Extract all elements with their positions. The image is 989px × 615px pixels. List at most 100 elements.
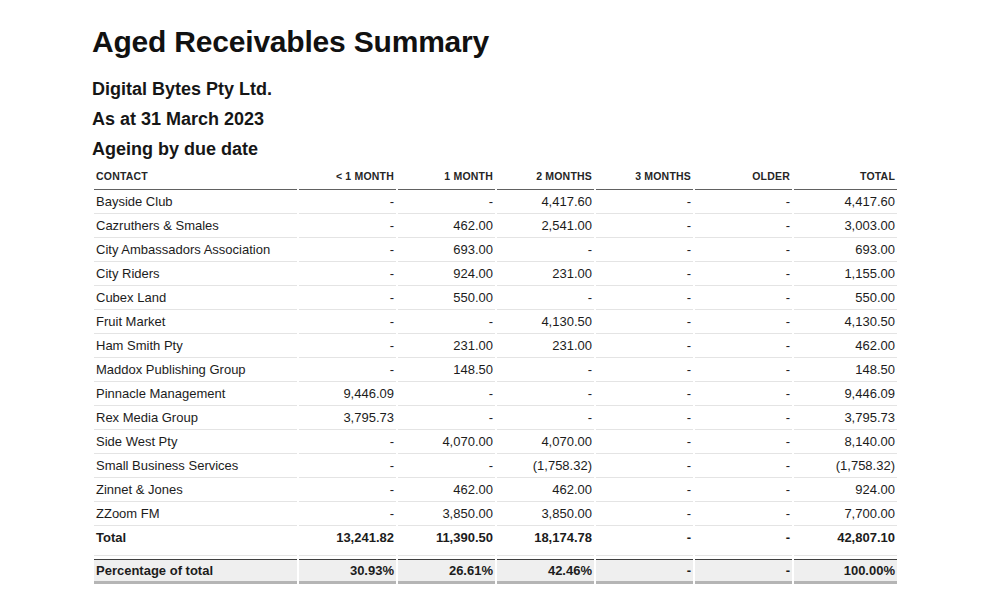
report-title: Aged Receivables Summary xyxy=(92,24,899,60)
amount-cell: 4,130.50 xyxy=(794,310,897,334)
amount-cell: 4,417.60 xyxy=(497,190,594,214)
total-label: Total xyxy=(94,526,297,549)
spacer-cell xyxy=(398,549,495,556)
amount-cell: 462.00 xyxy=(398,214,495,238)
amount-cell: - xyxy=(398,310,495,334)
spacer-cell xyxy=(94,549,297,556)
spacer-row xyxy=(94,549,897,556)
amount-cell: - xyxy=(695,286,792,310)
percentage-cell: 30.93% xyxy=(299,559,396,584)
amount-cell: 8,140.00 xyxy=(794,430,897,454)
table-row: Ham Smith Pty-231.00231.00--462.00 xyxy=(94,334,897,358)
amount-cell: - xyxy=(497,382,594,406)
percentage-cell: 100.00% xyxy=(794,559,897,584)
contact-name: Zinnet & Jones xyxy=(94,478,297,502)
contact-name: Cubex Land xyxy=(94,286,297,310)
contact-name: Cazruthers & Smales xyxy=(94,214,297,238)
amount-cell: 4,130.50 xyxy=(497,310,594,334)
amount-cell: 4,070.00 xyxy=(398,430,495,454)
amount-cell: 462.00 xyxy=(398,478,495,502)
amount-cell: 9,446.09 xyxy=(299,382,396,406)
amount-cell: - xyxy=(695,358,792,382)
amount-cell: - xyxy=(695,310,792,334)
amount-cell: 550.00 xyxy=(398,286,495,310)
column-header-total: TOTAL xyxy=(794,166,897,190)
amount-cell: - xyxy=(299,214,396,238)
column-header-3-months: 3 MONTHS xyxy=(596,166,693,190)
table-row: Fruit Market--4,130.50--4,130.50 xyxy=(94,310,897,334)
amount-cell: 9,446.09 xyxy=(794,382,897,406)
amount-cell: 550.00 xyxy=(794,286,897,310)
amount-cell: - xyxy=(596,238,693,262)
amount-cell: - xyxy=(596,358,693,382)
table-row: City Ambassadors Association-693.00---69… xyxy=(94,238,897,262)
contact-name: Side West Pty xyxy=(94,430,297,454)
total-amount-cell: - xyxy=(596,526,693,549)
company-name: Digital Bytes Pty Ltd. xyxy=(92,74,899,104)
amount-cell: - xyxy=(596,430,693,454)
percentage-cell: - xyxy=(695,559,792,584)
amount-cell: - xyxy=(398,382,495,406)
amount-cell: - xyxy=(596,502,693,526)
contact-name: Ham Smith Pty xyxy=(94,334,297,358)
column-header-older: OLDER xyxy=(695,166,792,190)
amount-cell: 462.00 xyxy=(794,334,897,358)
amount-cell: - xyxy=(299,286,396,310)
amount-cell: - xyxy=(596,286,693,310)
amount-cell: - xyxy=(299,262,396,286)
aged-receivables-table: CONTACT< 1 MONTH1 MONTH2 MONTHS3 MONTHSO… xyxy=(92,166,899,584)
amount-cell: 924.00 xyxy=(398,262,495,286)
amount-cell: 231.00 xyxy=(497,262,594,286)
amount-cell: - xyxy=(695,190,792,214)
contact-name: Maddox Publishing Group xyxy=(94,358,297,382)
amount-cell: - xyxy=(596,310,693,334)
percentage-label: Percentage of total xyxy=(94,559,297,584)
amount-cell: - xyxy=(299,358,396,382)
amount-cell: 231.00 xyxy=(497,334,594,358)
report-date: As at 31 March 2023 xyxy=(92,104,899,134)
amount-cell: - xyxy=(596,478,693,502)
contact-name: Pinnacle Management xyxy=(94,382,297,406)
amount-cell: - xyxy=(299,502,396,526)
spacer-cell xyxy=(497,549,594,556)
amount-cell: - xyxy=(695,238,792,262)
contact-name: ZZoom FM xyxy=(94,502,297,526)
amount-cell: - xyxy=(695,262,792,286)
amount-cell: 4,417.60 xyxy=(794,190,897,214)
amount-cell: 693.00 xyxy=(794,238,897,262)
contact-name: City Ambassadors Association xyxy=(94,238,297,262)
aged-receivables-report: Aged Receivables Summary Digital Bytes P… xyxy=(92,24,899,584)
amount-cell: - xyxy=(695,502,792,526)
amount-cell: 3,003.00 xyxy=(794,214,897,238)
amount-cell: - xyxy=(299,430,396,454)
amount-cell: - xyxy=(497,406,594,430)
amount-cell: 148.50 xyxy=(398,358,495,382)
amount-cell: 3,795.73 xyxy=(794,406,897,430)
amount-cell: - xyxy=(695,454,792,478)
table-row: Cubex Land-550.00---550.00 xyxy=(94,286,897,310)
amount-cell: - xyxy=(398,454,495,478)
amount-cell: - xyxy=(596,214,693,238)
amount-cell: - xyxy=(695,406,792,430)
percentage-cell: 26.61% xyxy=(398,559,495,584)
amount-cell: - xyxy=(596,190,693,214)
table-row: Rex Media Group3,795.73----3,795.73 xyxy=(94,406,897,430)
amount-cell: - xyxy=(299,334,396,358)
amount-cell: 924.00 xyxy=(794,478,897,502)
amount-cell: 148.50 xyxy=(794,358,897,382)
table-row: Bayside Club--4,417.60--4,417.60 xyxy=(94,190,897,214)
percentage-row: Percentage of total30.93%26.61%42.46%--1… xyxy=(94,559,897,584)
amount-cell: - xyxy=(596,406,693,430)
total-amount-cell: 11,390.50 xyxy=(398,526,495,549)
amount-cell: (1,758.32) xyxy=(497,454,594,478)
amount-cell: - xyxy=(596,454,693,478)
amount-cell: - xyxy=(497,358,594,382)
table-row: Side West Pty-4,070.004,070.00--8,140.00 xyxy=(94,430,897,454)
amount-cell: - xyxy=(695,430,792,454)
total-amount-cell: 18,174.78 xyxy=(497,526,594,549)
amount-cell: - xyxy=(299,454,396,478)
table-body: Bayside Club--4,417.60--4,417.60Cazruthe… xyxy=(94,190,897,584)
spacer-cell xyxy=(794,549,897,556)
report-page: Aged Receivables Summary Digital Bytes P… xyxy=(0,0,989,615)
table-row: Maddox Publishing Group-148.50---148.50 xyxy=(94,358,897,382)
